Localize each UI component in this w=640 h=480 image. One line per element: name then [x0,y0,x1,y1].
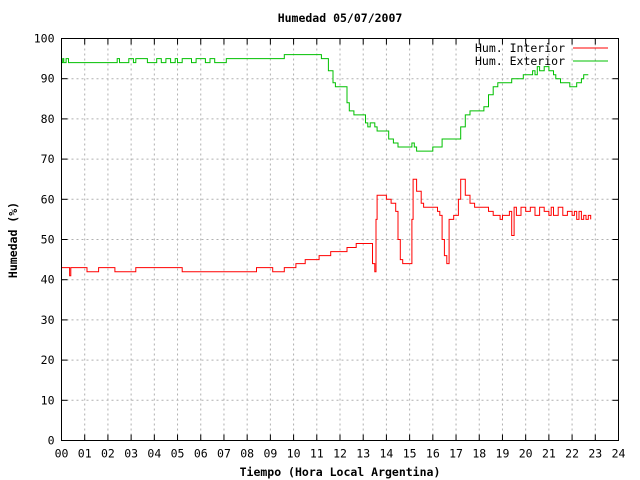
x-tick-label: 24 [612,447,626,461]
legend-label: Hum. Exterior [475,54,565,68]
x-tick-label: 01 [78,447,92,461]
x-tick-label: 23 [588,447,602,461]
y-tick-label: 0 [48,434,55,448]
x-tick-label: 15 [403,447,417,461]
x-tick-label: 22 [565,447,579,461]
y-tick-label: 100 [34,32,55,46]
y-tick-label: 70 [41,152,55,166]
y-tick-label: 90 [41,72,55,86]
series-line-hum-interior [61,178,592,277]
x-tick-labels: 00 01 02 03 04 05 06 07 08 09 10 11 12 13 14 15 16 17 18 19… [55,447,626,461]
x-tick-label: 02 [101,447,115,461]
x-tick-label: 13 [356,447,370,461]
x-tick-label: 17 [449,447,463,461]
plot-frame [61,38,619,441]
x-tick-label: 03 [124,447,138,461]
x-tick-label: 21 [542,447,556,461]
y-tick-label: 40 [41,273,55,287]
x-tick-label: 11 [310,447,324,461]
y-tick-label: 60 [41,192,55,206]
x-tick-label: 16 [426,447,440,461]
chart-title: Humedad 05/07/2007 [278,11,403,25]
y-tick-label: 80 [41,112,55,126]
x-tick-label: 07 [217,447,231,461]
y-tick-label: 30 [41,313,55,327]
series-line-hum-exterior [61,54,589,152]
y-axis-label: Humedad (%) [6,202,20,278]
y-tick-labels: 0 10 20 30 40 50 60 70 80 90 100 [34,32,55,448]
x-tick-label: 18 [472,447,486,461]
x-axis-label: Tiempo (Hora Local Argentina) [240,465,441,479]
y-tick-label: 20 [41,353,55,367]
x-tick-label: 10 [287,447,301,461]
legend-label: Hum. Interior [475,41,565,55]
y-tick-label: 50 [41,233,55,247]
x-tick-label: 04 [147,447,161,461]
x-tick-label: 08 [240,447,254,461]
x-tick-label: 20 [519,447,533,461]
x-tick-label: 19 [496,447,510,461]
x-tick-label: 06 [194,447,208,461]
x-tick-label: 00 [55,447,69,461]
y-tick-label: 10 [41,393,55,407]
x-tick-label: 14 [379,447,393,461]
series-lines [61,54,592,277]
x-tick-label: 09 [263,447,277,461]
x-tick-label: 05 [171,447,185,461]
x-tick-label: 12 [333,447,347,461]
grid-lines [61,38,619,441]
